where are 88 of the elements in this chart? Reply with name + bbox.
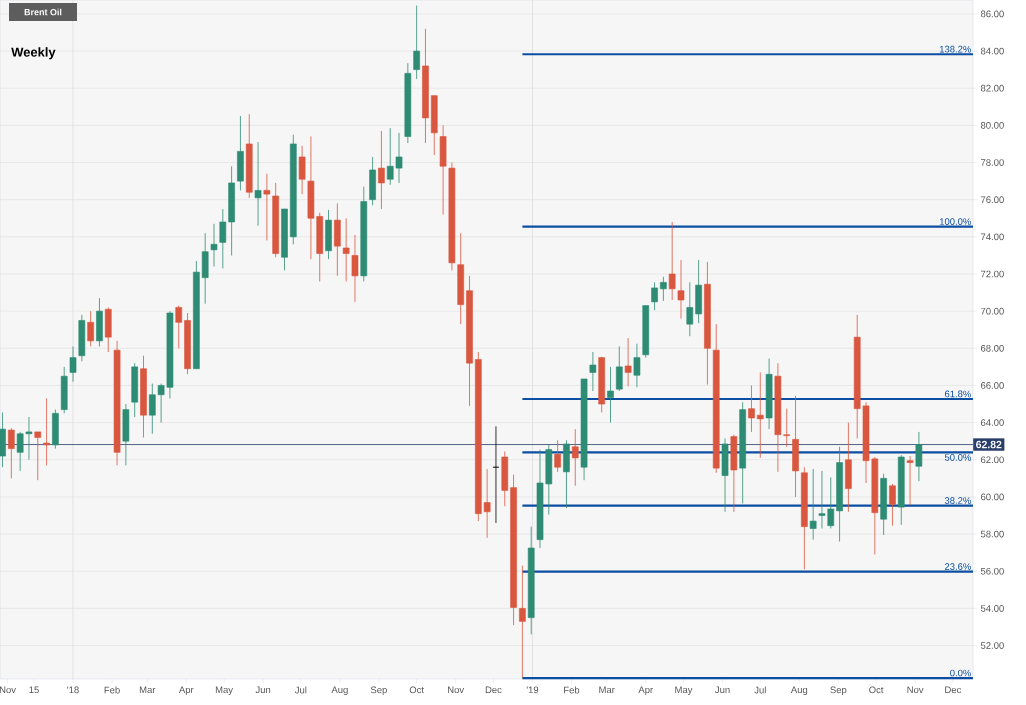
x-tick-label: '19 <box>526 686 539 694</box>
y-tick-label: 68.00 <box>981 344 1004 352</box>
x-tick-label: Nov <box>907 686 924 694</box>
y-tick-label: 84.00 <box>980 47 1004 55</box>
candlestick <box>43 398 50 466</box>
candlestick <box>906 455 914 506</box>
candlestick <box>889 483 896 527</box>
candlestick <box>298 145 306 195</box>
x-tick-label: Oct <box>869 686 884 694</box>
y-tick-label: 74.00 <box>981 233 1004 241</box>
series-label: 0.0% <box>950 669 971 677</box>
candlestick <box>651 281 658 311</box>
candlestick <box>756 372 764 459</box>
x-tick-label: Sep <box>370 686 387 696</box>
x-tick-label: Dec <box>945 686 962 694</box>
y-tick-label: 56.00 <box>980 567 1004 575</box>
x-tick-label: Jul <box>294 686 307 694</box>
x-tick-label: Aug <box>331 686 348 695</box>
series-label: 38.2% <box>944 497 971 504</box>
candlestick <box>219 208 227 269</box>
x-tick-label: Feb <box>104 686 120 694</box>
x-tick-label: Jul <box>754 686 766 694</box>
candlestick <box>342 217 350 282</box>
x-tick-label: Mar <box>139 686 156 694</box>
candlestick <box>69 346 77 383</box>
x-tick-label: Sep <box>830 686 847 696</box>
candlestick <box>571 428 579 487</box>
x-tick-label: Jun <box>255 686 271 694</box>
x-tick-label: May <box>675 686 693 695</box>
x-tick-label: Apr <box>638 686 653 695</box>
candlestick <box>378 130 385 210</box>
x-tick-label: Aug <box>790 686 808 695</box>
candlestick <box>413 5 420 80</box>
x-tick-label: Dec <box>485 686 502 694</box>
candlestick <box>34 431 42 481</box>
candlestick <box>633 343 641 388</box>
candlestick <box>519 565 526 679</box>
y-tick-label: 78.00 <box>981 159 1004 166</box>
candlestick <box>686 281 694 337</box>
candlestick <box>554 439 561 473</box>
ref-line-label: 62.82 <box>976 440 1002 449</box>
text: Weekly <box>11 47 56 60</box>
series-label: 100.0% <box>939 218 971 225</box>
y-tick-label: 76.00 <box>981 196 1004 204</box>
candlestick <box>589 351 597 392</box>
candlestick <box>210 223 218 267</box>
y-tick-label: 80.00 <box>980 122 1004 129</box>
candlestick <box>615 346 623 392</box>
y-tick-label: 62.00 <box>981 456 1004 464</box>
candlestick <box>677 259 685 319</box>
x-tick-label: Nov <box>0 686 16 694</box>
candlestick <box>624 337 632 387</box>
candlestick <box>660 276 667 302</box>
y-tick-label: 66.00 <box>981 382 1004 389</box>
candlestick <box>607 366 614 424</box>
candlestick <box>175 305 183 349</box>
y-tick-label: 54.00 <box>980 605 1004 612</box>
y-tick-label: 60.00 <box>981 493 1004 501</box>
candlestick <box>8 427 15 479</box>
candlestick <box>809 468 817 541</box>
y-tick-label: 72.00 <box>981 270 1004 278</box>
candlestick <box>915 431 923 482</box>
candlestick <box>263 173 271 241</box>
x-tick-label: Mar <box>599 686 615 694</box>
y-tick-label: 64.00 <box>981 419 1004 426</box>
y-tick-label: 86.00 <box>980 10 1004 18</box>
x-tick-label: Feb <box>564 686 580 694</box>
candlestick <box>668 221 676 301</box>
series-label: 50.0% <box>944 454 971 461</box>
y-tick-label: 52.00 <box>980 642 1004 649</box>
x-tick-label: Apr <box>178 686 194 695</box>
y-tick-label: 70.00 <box>981 307 1004 315</box>
x-tick-label: Oct <box>409 686 424 694</box>
x-tick-label: May <box>215 686 233 695</box>
candlestick <box>351 234 359 303</box>
candlestick <box>87 310 94 347</box>
series-label: 61.8% <box>944 390 971 398</box>
candlestick <box>748 385 755 433</box>
x-tick-label: Nov <box>448 686 465 694</box>
series-label: 138.2% <box>939 45 971 53</box>
candlestick <box>254 141 262 227</box>
x-tick-label: 15 <box>29 686 39 694</box>
y-tick-label: 58.00 <box>980 530 1004 538</box>
x-tick-label: '18 <box>67 686 79 694</box>
series-label: 23.6% <box>944 563 971 570</box>
y-tick-label: 82.00 <box>980 84 1004 92</box>
x-tick-label: Jun <box>715 686 730 694</box>
text: Brent Oil <box>24 8 62 16</box>
